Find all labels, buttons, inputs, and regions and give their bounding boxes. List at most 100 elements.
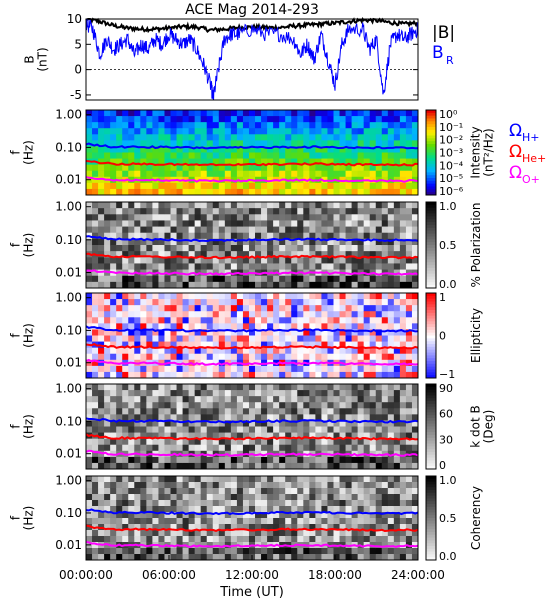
heatmap-cell <box>375 158 383 166</box>
heatmap-cell <box>98 329 105 336</box>
heatmap-cell <box>411 341 419 349</box>
heatmap-cell <box>363 426 371 433</box>
heatmap-cell <box>170 384 177 391</box>
heatmap-cell <box>128 232 135 240</box>
heatmap-cell <box>333 554 340 561</box>
heatmap-cell <box>315 530 322 537</box>
heatmap-cell <box>321 110 328 117</box>
heatmap-cell <box>182 488 190 495</box>
heatmap-cell <box>381 536 389 543</box>
heatmap-cell <box>375 116 383 123</box>
heatmap-cell <box>411 438 419 446</box>
heatmap-cell <box>327 335 334 342</box>
colorbar-label: Coherency <box>469 486 483 550</box>
heatmap-cell <box>285 238 292 246</box>
heatmap-cell <box>224 317 232 324</box>
heatmap-cell <box>140 329 147 336</box>
heatmap-cell <box>86 317 93 324</box>
heatmap-cell <box>218 293 226 300</box>
heatmap-cell <box>399 305 407 312</box>
heatmap-cell <box>357 384 365 391</box>
heatmap-cell <box>255 146 262 153</box>
heatmap-cell <box>146 220 153 227</box>
heatmap-cell <box>200 299 208 306</box>
heatmap-cell <box>182 214 190 221</box>
heatmap-cell <box>170 257 177 264</box>
heatmap-cell <box>273 371 280 379</box>
heatmap-cell <box>206 402 214 409</box>
heatmap-cell <box>194 158 202 166</box>
heatmap-cell <box>146 456 153 464</box>
colorbar-label: Ellipticity <box>469 308 483 363</box>
heatmap-cell <box>399 347 407 355</box>
heatmap-cell <box>218 542 226 549</box>
heatmap-cell <box>170 341 177 349</box>
heatmap-cell <box>218 257 226 264</box>
legend-B-magnitude: |B| <box>432 23 455 43</box>
heatmap-cell <box>345 134 352 141</box>
heatmap-cell <box>279 281 286 289</box>
heatmap-cell <box>146 488 153 495</box>
heatmap-cell <box>375 524 383 531</box>
heatmap-cell <box>345 530 352 537</box>
heatmap-cell <box>267 438 274 446</box>
heatmap-cell <box>279 202 286 209</box>
heatmap-cell <box>381 476 389 483</box>
heatmap-cell <box>200 311 208 318</box>
heatmap-cell <box>128 257 135 264</box>
heatmap-cell <box>110 208 117 215</box>
heatmap-cell <box>333 305 340 312</box>
heatmap-cell <box>411 128 419 135</box>
heatmap-cell <box>315 170 322 178</box>
heatmap-cell <box>309 110 316 117</box>
heatmap-cell <box>297 518 304 525</box>
heatmap-cell <box>98 152 105 159</box>
heatmap-cell <box>279 482 286 489</box>
heatmap-cell <box>152 438 159 446</box>
heatmap-cell <box>122 263 129 270</box>
heatmap-cell <box>333 134 340 141</box>
heatmap-cell <box>242 341 250 349</box>
heatmap-cell <box>303 548 310 555</box>
heatmap-cell <box>405 188 413 196</box>
heatmap-cell <box>255 444 262 452</box>
heatmap-cell <box>86 188 93 196</box>
colorbar-segment <box>426 298 436 302</box>
heatmap-cell <box>309 432 316 440</box>
heatmap-cell <box>170 170 177 178</box>
heatmap-cell <box>224 188 232 196</box>
heatmap-cell <box>339 128 346 135</box>
heatmap-cell <box>303 182 310 190</box>
heatmap-cell <box>345 494 352 501</box>
heatmap-cell <box>261 128 268 135</box>
heatmap-cell <box>110 202 117 209</box>
heatmap-cell <box>128 518 135 525</box>
heatmap-cell <box>411 500 419 507</box>
heatmap-cell <box>375 188 383 196</box>
heatmap-cell <box>285 402 292 409</box>
heatmap-cell <box>182 158 190 166</box>
heatmap-cell <box>351 341 359 349</box>
colorbar-segment <box>426 386 436 391</box>
heatmap-cell <box>315 317 322 324</box>
heatmap-cell <box>315 140 322 147</box>
heatmap-cell <box>273 214 280 221</box>
heatmap-cell <box>279 263 286 270</box>
heatmap-cell <box>273 482 280 489</box>
heatmap-cell <box>176 257 183 264</box>
heatmap-cell <box>188 384 196 391</box>
heatmap-cell <box>345 482 352 489</box>
colorbar-segment <box>426 338 436 342</box>
heatmap-cell <box>261 402 268 409</box>
heatmap-cell <box>327 456 334 464</box>
heatmap-cell <box>236 353 244 361</box>
heatmap-cell <box>369 408 377 415</box>
heatmap-cell <box>333 512 340 519</box>
heatmap-cell <box>327 524 334 531</box>
heatmap-cell <box>122 500 129 507</box>
y-tick-label: 0.01 <box>55 173 82 187</box>
heatmap-cell <box>387 232 395 240</box>
heatmap-cell <box>236 371 244 379</box>
heatmap-cell <box>230 444 238 452</box>
